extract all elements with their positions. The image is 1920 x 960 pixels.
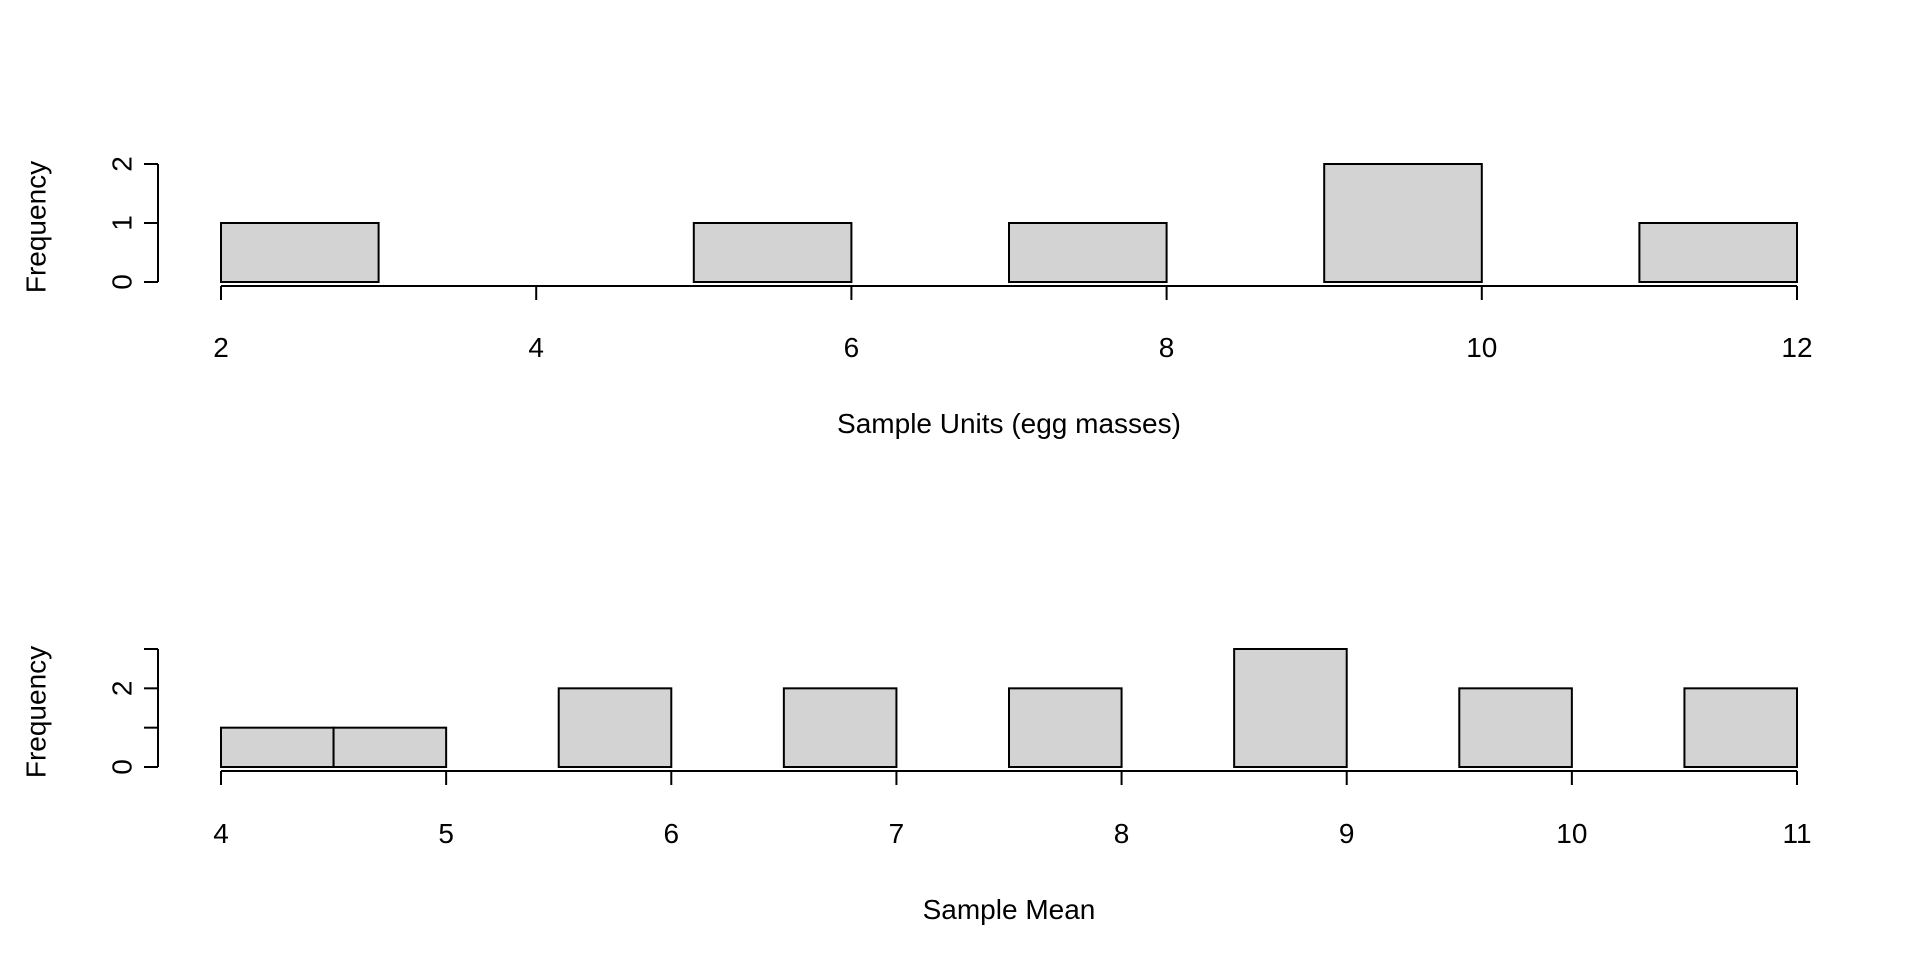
histogram-bar — [1008, 222, 1168, 283]
x-tick-label: 2 — [213, 332, 229, 363]
y-tick-label: 0 — [107, 274, 138, 290]
x-tick-label: 9 — [1339, 818, 1355, 849]
x-tick-label: 8 — [1114, 818, 1130, 849]
y-axis-label: Frequency — [21, 161, 52, 293]
histogram-bar — [1323, 163, 1483, 283]
x-axis-label: Sample Mean — [923, 894, 1096, 925]
x-tick-label: 12 — [1781, 332, 1812, 363]
histogram-bar — [557, 687, 673, 768]
histogram-bar — [1233, 648, 1348, 768]
histogram-bar — [1008, 687, 1123, 768]
x-tick-label: 7 — [889, 818, 905, 849]
y-tick-label: 0 — [107, 759, 138, 775]
histogram-bar — [692, 222, 853, 283]
histogram-bar — [332, 726, 448, 769]
x-axis-label: Sample Units (egg masses) — [837, 408, 1181, 439]
histogram-bar — [220, 222, 380, 283]
x-tick-label: 5 — [438, 818, 454, 849]
x-tick-label: 10 — [1466, 332, 1497, 363]
y-tick-label: 2 — [107, 156, 138, 172]
x-tick-label: 11 — [1782, 818, 1811, 849]
x-tick-label: 6 — [844, 332, 860, 363]
x-tick-label: 4 — [213, 818, 229, 849]
x-tick-label: 4 — [528, 332, 544, 363]
y-axis-label: Frequency — [21, 646, 52, 778]
histogram-bar — [782, 687, 898, 768]
x-tick-label: 10 — [1556, 818, 1587, 849]
histogram-bar — [1683, 687, 1799, 768]
x-tick-label: 6 — [663, 818, 679, 849]
histogram-bar — [220, 726, 335, 769]
x-tick-label: 8 — [1159, 332, 1175, 363]
histogram-bar — [1638, 222, 1799, 283]
histogram-bar — [1458, 687, 1573, 768]
y-tick-label: 2 — [107, 681, 138, 697]
y-tick-label: 1 — [107, 215, 138, 231]
